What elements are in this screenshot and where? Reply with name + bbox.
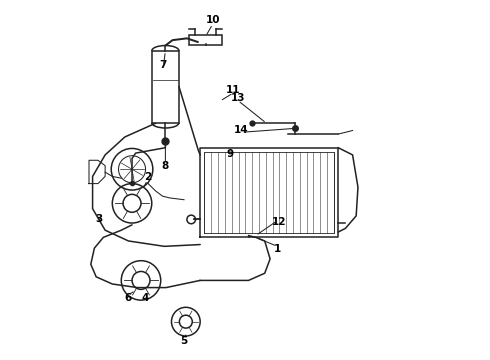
Text: 2: 2 (144, 172, 151, 182)
Text: 6: 6 (125, 293, 132, 303)
Text: 14: 14 (234, 125, 249, 135)
Text: 3: 3 (95, 215, 102, 224)
Text: 11: 11 (226, 85, 241, 95)
Text: 10: 10 (205, 15, 220, 26)
Bar (152, 51, 179, 123)
Text: 5: 5 (180, 336, 188, 346)
Text: 1: 1 (273, 244, 281, 254)
Text: 4: 4 (142, 293, 149, 303)
Text: 13: 13 (231, 93, 245, 103)
Text: 12: 12 (272, 217, 286, 227)
Text: 7: 7 (160, 60, 167, 70)
Text: 9: 9 (226, 149, 234, 159)
Text: 8: 8 (162, 161, 169, 171)
